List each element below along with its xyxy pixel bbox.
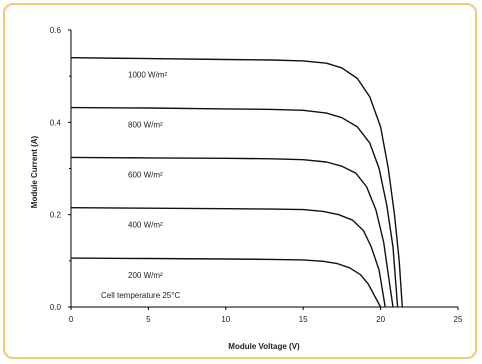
x-tick-label: 0 [69,315,74,324]
series-line [70,57,403,308]
x-tick-label: 25 [454,315,463,324]
x-tick-label: 20 [376,315,385,324]
series-line [70,156,394,308]
chart-frame [3,3,477,359]
series-label: 400 W/m² [128,221,163,230]
x-axis-label: Module Voltage (V) [228,342,300,351]
series-line [70,257,382,308]
temperature-annotation: Cell temperature 25°C [101,291,180,300]
series-label: 200 W/m² [128,271,163,280]
y-tick-label: 0.4 [50,118,62,127]
x-tick-label: 15 [299,315,308,324]
curve-labels: 1000 W/m² 800 W/m² 600 W/m² 400 W/m² 200 W/m… [128,71,167,280]
series-line [70,207,386,308]
series-label: 800 W/m² [128,121,163,130]
x-tick-label: 5 [146,315,151,324]
series-label: 1000 W/m² [128,71,167,80]
series-line [70,106,399,308]
y-axis-label: Module Current (A) [30,135,39,208]
y-tick-label: 0.6 [50,26,62,35]
y-tick-label: 0.2 [50,211,62,220]
series-label: 600 W/m² [128,170,163,179]
y-tick-label: 0.0 [50,303,62,312]
curves [70,57,403,308]
ticks: 0 5 10 15 20 25 0.0 0.2 0.4 0.6 [50,26,463,324]
x-tick-label: 10 [221,315,230,324]
